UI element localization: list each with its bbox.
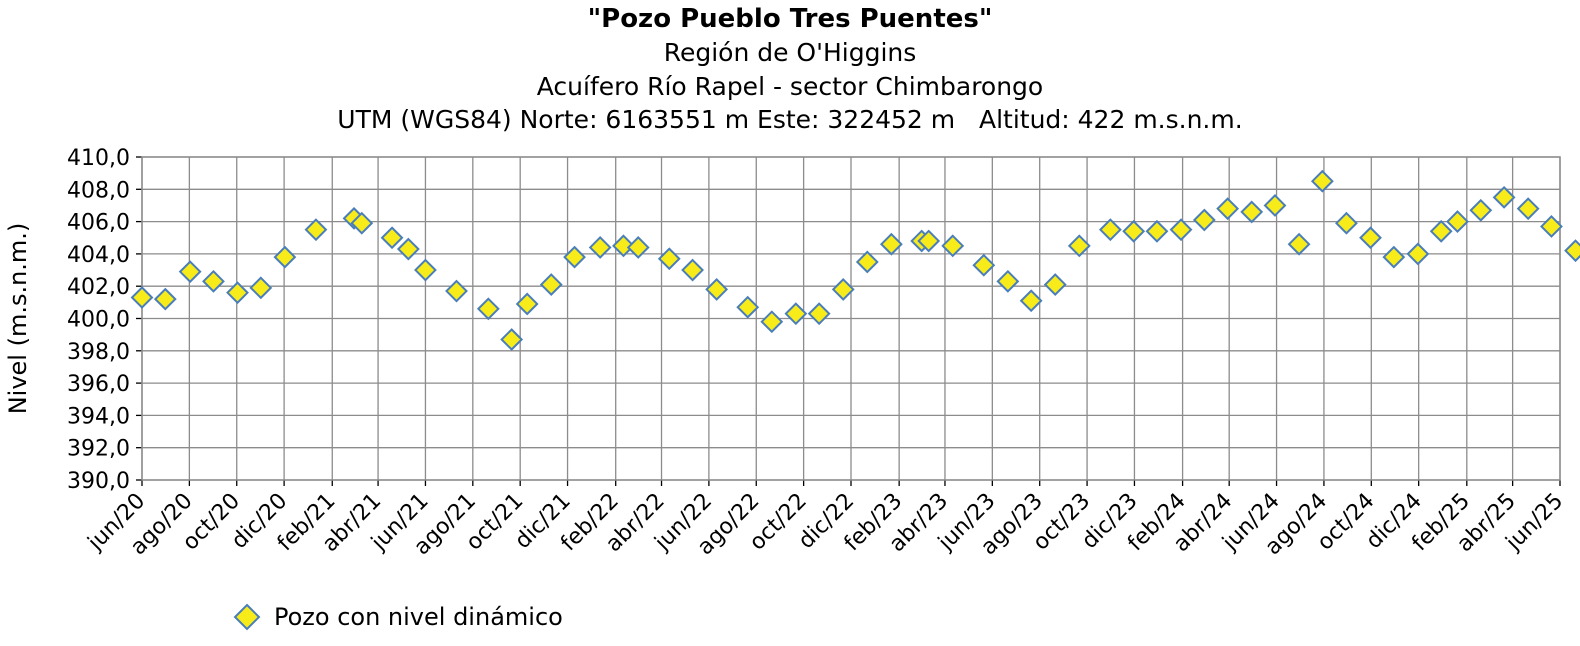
data-point [588, 236, 612, 259]
chart-subtitle-aquifer: Acuífero Río Rapel - sector Chimbarongo [536, 72, 1044, 101]
data-point [1145, 219, 1169, 243]
data-point [476, 297, 500, 321]
data-point [1516, 197, 1540, 221]
data-point [178, 260, 202, 284]
y-tick-label: 400,0 [67, 308, 130, 333]
legend-diamond-icon [233, 603, 261, 631]
data-point [1067, 234, 1091, 258]
data-point [445, 279, 468, 303]
y-tick-label: 404,0 [67, 243, 130, 268]
legend: Pozo con nivel dinámico [232, 600, 563, 634]
data-point [972, 253, 996, 277]
data-point [1446, 210, 1469, 234]
legend-label: Pozo con nivel dinámico [274, 603, 563, 631]
chart-plot: 390,0 392,0 394,0 396,0 398,0 400,0 402,0 404,0… [4, 146, 1580, 560]
data-point [1335, 211, 1358, 235]
data-point [1382, 245, 1406, 269]
y-tick-label: 402,0 [67, 275, 130, 300]
data-point [1240, 200, 1264, 224]
data-point [515, 292, 539, 316]
data-point [1492, 185, 1516, 209]
data-point [941, 234, 965, 258]
data-point [626, 236, 650, 259]
y-tick-label: 390,0 [67, 469, 130, 494]
data-point [760, 310, 784, 334]
data-point [1429, 219, 1453, 243]
data-point [879, 232, 903, 256]
y-tick-label: 408,0 [67, 178, 130, 203]
y-tick-label: 410,0 [67, 146, 130, 171]
plot-border [141, 156, 1561, 481]
data-point [539, 273, 563, 296]
y-tick-label: 406,0 [67, 211, 130, 236]
data-point [1263, 194, 1287, 217]
data-point [1169, 218, 1193, 242]
data-point [705, 278, 729, 301]
data-point [273, 245, 297, 269]
data-point [563, 245, 586, 269]
data-point [202, 269, 225, 293]
data-point [681, 258, 704, 282]
data-point [1122, 219, 1146, 243]
data-point [1216, 197, 1240, 221]
y-tick-label: 392,0 [67, 437, 130, 462]
data-point [500, 328, 524, 351]
y-tick-label: 396,0 [67, 372, 130, 397]
chart-subtitle-coordinates: UTM (WGS84) Norte: 6163551 m Este: 32245… [337, 105, 1243, 134]
data-point [153, 287, 177, 311]
data-point [807, 302, 831, 326]
data-point [855, 250, 879, 274]
chart-subtitle-region: Región de O'Higgins [663, 38, 917, 67]
data-point [130, 286, 154, 309]
data-point [1287, 232, 1311, 256]
chart-title: "Pozo Pueblo Tres Puentes" [587, 4, 993, 34]
data-point [1359, 226, 1382, 250]
y-tick-label: 394,0 [67, 404, 130, 429]
data-point [304, 218, 328, 242]
data-point [226, 281, 249, 305]
data-point [1469, 198, 1493, 222]
y-tick-label: 398,0 [67, 340, 130, 365]
y-axis-label: Nivel (m.s.n.m.) [4, 223, 32, 415]
data-point [996, 269, 1020, 293]
data-point [414, 258, 437, 282]
data-point [1192, 208, 1216, 232]
data-point [831, 278, 855, 301]
data-point [1406, 242, 1430, 266]
data-point [1019, 289, 1043, 313]
data-point [784, 302, 808, 326]
data-point [350, 211, 374, 235]
data-point [736, 295, 760, 319]
data-point [396, 237, 420, 261]
data-point [380, 226, 404, 250]
data-point [1098, 218, 1122, 242]
data-point [917, 229, 941, 253]
data-point [1540, 215, 1563, 238]
data-point [249, 276, 273, 300]
data-point [1043, 273, 1067, 296]
data-point [1310, 169, 1334, 193]
data-point [657, 247, 681, 271]
data-point [1564, 239, 1580, 263]
data-point [612, 234, 635, 258]
